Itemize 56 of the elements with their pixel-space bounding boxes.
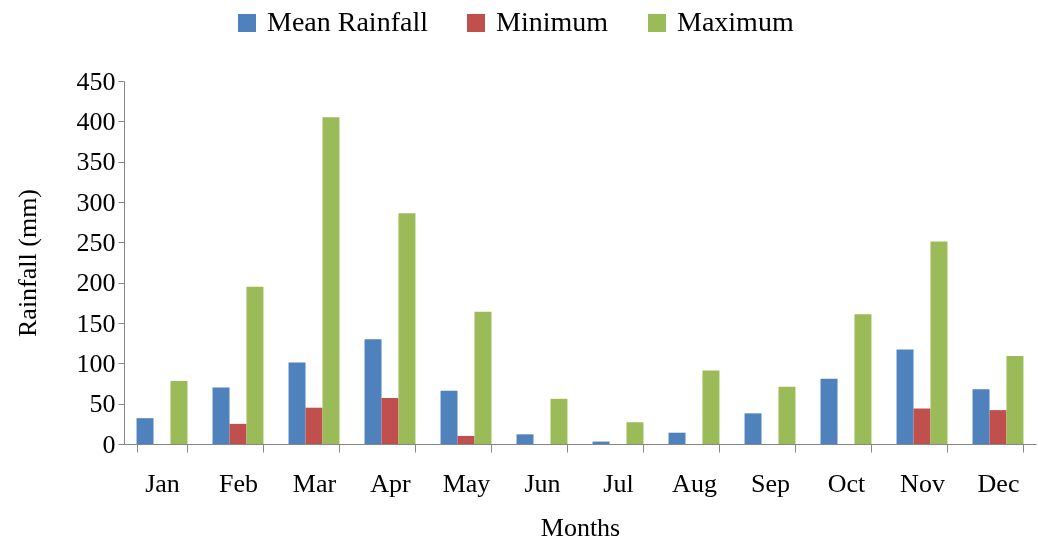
bar bbox=[896, 349, 914, 444]
bar bbox=[744, 413, 762, 444]
bar bbox=[288, 362, 306, 444]
bar bbox=[474, 311, 492, 444]
y-tick-label: 300 bbox=[76, 187, 116, 217]
bar bbox=[322, 117, 340, 444]
x-tick-label: Nov bbox=[900, 468, 945, 498]
x-tick-label: May bbox=[442, 468, 491, 498]
x-tick-label: Oct bbox=[827, 468, 867, 498]
bar bbox=[972, 389, 990, 444]
x-tick-label: Dec bbox=[977, 468, 1020, 498]
bar bbox=[212, 387, 230, 444]
bar bbox=[381, 398, 399, 444]
y-tick-label: 400 bbox=[76, 106, 116, 136]
x-tick-label: Jul bbox=[603, 468, 634, 498]
bar bbox=[440, 390, 458, 444]
y-tick-label: 0 bbox=[102, 429, 116, 459]
bar bbox=[913, 408, 931, 444]
x-tick-label: Jun bbox=[524, 468, 561, 498]
bar bbox=[854, 314, 872, 444]
bar bbox=[364, 339, 382, 444]
bar bbox=[550, 398, 568, 444]
bar bbox=[930, 241, 948, 444]
x-axis-title: Months bbox=[540, 512, 621, 542]
bar bbox=[702, 370, 720, 444]
legend-label: Mean Rainfall bbox=[267, 6, 429, 37]
x-tick-label: Jan bbox=[145, 468, 180, 498]
y-tick-label: 100 bbox=[76, 348, 116, 378]
x-tick-label: Sep bbox=[751, 468, 790, 498]
legend-label: Maximum bbox=[677, 6, 794, 37]
bar bbox=[820, 378, 838, 444]
legend-label: Minimum bbox=[496, 6, 609, 37]
bar bbox=[1006, 356, 1024, 444]
bar bbox=[246, 286, 264, 444]
y-tick-label: 50 bbox=[89, 389, 116, 419]
bar bbox=[398, 213, 416, 444]
bar bbox=[626, 422, 644, 444]
x-tick-label: Feb bbox=[219, 468, 258, 498]
x-tick-label: Mar bbox=[292, 468, 337, 498]
y-axis-title: Rainfall (mm) bbox=[12, 188, 42, 338]
y-tick-label: 350 bbox=[76, 147, 116, 177]
bar bbox=[229, 423, 247, 444]
y-tick-label: 450 bbox=[76, 66, 116, 96]
bar bbox=[989, 410, 1007, 444]
bar bbox=[778, 386, 796, 444]
bar bbox=[170, 381, 188, 444]
bar bbox=[136, 418, 154, 444]
bar bbox=[516, 434, 534, 444]
y-tick-label: 200 bbox=[76, 268, 116, 298]
y-tick-label: 150 bbox=[76, 308, 116, 338]
x-tick-label: Aug bbox=[672, 468, 717, 498]
x-tick-label: Apr bbox=[370, 468, 412, 498]
bar bbox=[305, 407, 323, 444]
bar bbox=[668, 432, 686, 444]
y-tick-label: 250 bbox=[76, 227, 116, 257]
bar bbox=[457, 435, 475, 444]
